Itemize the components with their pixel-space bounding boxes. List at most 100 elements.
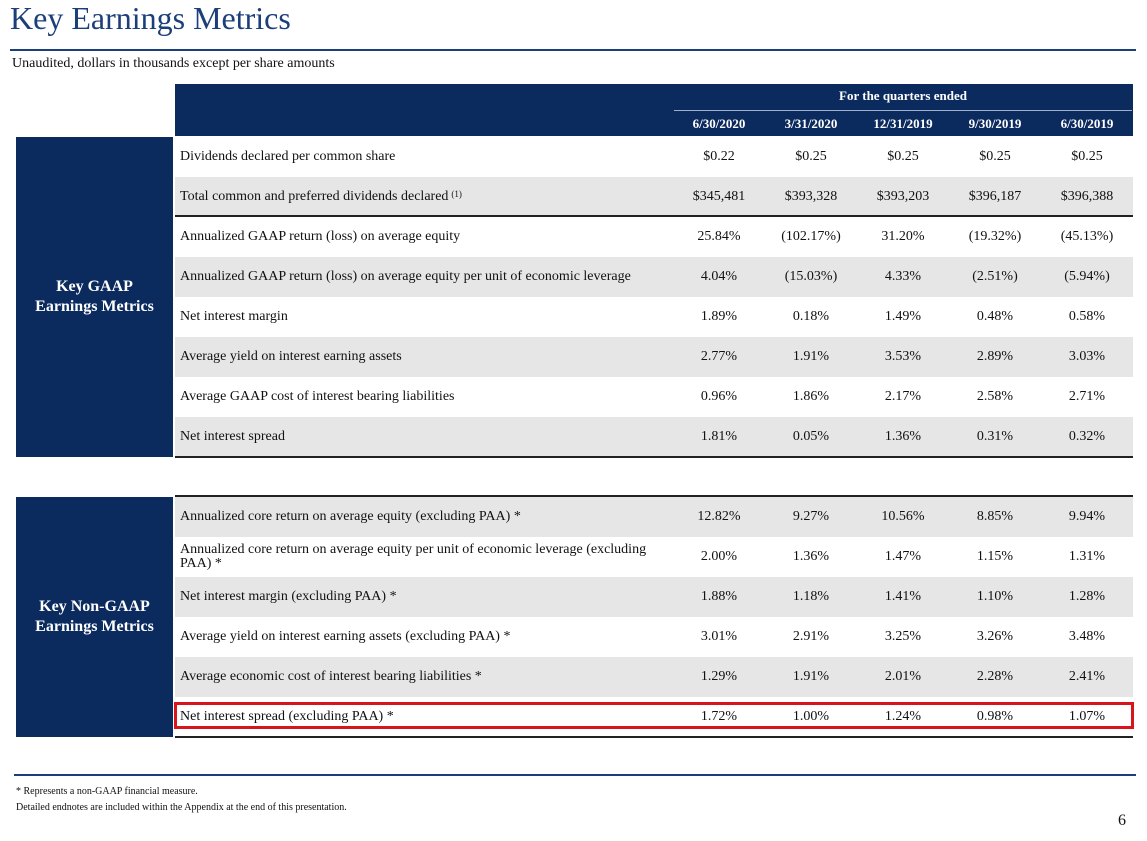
table-cell: 1.47% [884, 549, 922, 564]
table-cell: $0.25 [887, 149, 919, 164]
table-row: Net interest spread 1.81% 0.05% 1.36% 0.31% 0… [175, 417, 1133, 457]
row-label-text: Average economic cost of interest bearin… [180, 669, 482, 684]
table-cell: (2.51%) [972, 269, 1018, 284]
column-header: 3/31/2020 [784, 116, 838, 131]
row-label-text: Total common and preferred dividends dec… [180, 189, 449, 204]
table-cell: 1.28% [1068, 589, 1106, 604]
table-cell: $393,203 [876, 189, 930, 204]
table-cell: 4.33% [884, 269, 922, 284]
row-label: Net interest margin (excluding PAA) * [180, 577, 670, 617]
section-label-non-gaap: Key Non-GAAP Earnings Metrics [16, 497, 173, 737]
table-cell: 1.81% [700, 429, 738, 444]
table-cell: 3.01% [700, 629, 738, 644]
column-header: 6/30/2019 [1060, 116, 1114, 131]
table-row: Average economic cost of interest bearin… [175, 657, 1133, 697]
highlight-box [174, 702, 1134, 729]
table-cell: 1.07% [1068, 709, 1106, 724]
table-cell: 1.00% [792, 709, 830, 724]
table-cell: 0.98% [976, 709, 1014, 724]
row-label: Total common and preferred dividends dec… [180, 177, 670, 217]
table-cell: 2.89% [976, 349, 1014, 364]
period-header-rule [674, 110, 1132, 111]
table-cell: 1.49% [884, 309, 922, 324]
table-cell: (102.17%) [781, 229, 841, 244]
table-cell: 9.94% [1068, 509, 1106, 524]
section-label-line: Earnings Metrics [35, 618, 154, 635]
row-label-text: Average yield on interest earning assets… [180, 629, 511, 644]
table-cell: $345,481 [692, 189, 746, 204]
table-cell: 2.71% [1068, 389, 1106, 404]
table-cell: 12.82% [697, 509, 741, 524]
column-header: 6/30/2020 [692, 116, 746, 131]
footnote: Detailed endnotes are included within th… [16, 802, 347, 813]
table-divider [175, 456, 1133, 458]
table-cell: 8.85% [976, 509, 1014, 524]
table-cell: 9.27% [792, 509, 830, 524]
table-cell: 1.86% [792, 389, 830, 404]
row-label-text: Net interest spread (excluding PAA) * [180, 709, 394, 724]
table-cell: 0.05% [792, 429, 830, 444]
section-label-line: Earnings Metrics [35, 298, 154, 315]
table-cell: (45.13%) [1060, 229, 1114, 244]
table-cell: 3.25% [884, 629, 922, 644]
table-cell: $0.22 [703, 149, 735, 164]
row-label-text: Average GAAP cost of interest bearing li… [180, 389, 455, 404]
column-header: 12/31/2019 [873, 116, 933, 131]
row-label: Annualized core return on average equity… [180, 537, 670, 577]
row-label-text: Annualized core return on average equity… [180, 542, 647, 571]
row-label: Annualized GAAP return (loss) on average… [180, 217, 670, 257]
table-cell: 1.29% [700, 669, 738, 684]
table-cell: 1.15% [976, 549, 1014, 564]
table-row: Annualized core return on average equity… [175, 497, 1133, 537]
table-cell: 2.58% [976, 389, 1014, 404]
table-cell: 2.17% [884, 389, 922, 404]
table-row: Average yield on interest earning assets… [175, 617, 1133, 657]
table-cell: (5.94%) [1064, 269, 1110, 284]
table-cell: 1.91% [792, 349, 830, 364]
row-label-text: Annualized core return on average equity… [180, 509, 521, 524]
table-cell: 1.36% [792, 549, 830, 564]
table-cell: 3.26% [976, 629, 1014, 644]
footnote: * Represents a non-GAAP financial measur… [16, 786, 198, 797]
table-row: Annualized GAAP return (loss) on average… [175, 257, 1133, 297]
page-subtitle: Unaudited, dollars in thousands except p… [12, 56, 335, 71]
table-cell: 10.56% [881, 509, 925, 524]
table-cell: 2.28% [976, 669, 1014, 684]
table-cell: 2.91% [792, 629, 830, 644]
table-cell: $0.25 [1071, 149, 1103, 164]
page-title: Key Earnings Metrics [10, 0, 291, 36]
table-row: Annualized GAAP return (loss) on average… [175, 217, 1133, 257]
table-row: Average yield on interest earning assets… [175, 337, 1133, 377]
table-cell: 0.31% [976, 429, 1014, 444]
table-cell: 1.89% [700, 309, 738, 324]
row-label-text: Annualized GAAP return (loss) on average… [180, 269, 631, 284]
table-row: Annualized core return on average equity… [175, 537, 1133, 577]
table-cell: 2.77% [700, 349, 738, 364]
table-cell: $396,187 [968, 189, 1022, 204]
table-cell: 1.41% [884, 589, 922, 604]
table-cell: 1.18% [792, 589, 830, 604]
table-row: Total common and preferred dividends dec… [175, 177, 1133, 217]
row-label: Dividends declared per common share [180, 137, 670, 177]
period-header: For the quarters ended [839, 88, 967, 103]
endnote-marker: (1) [451, 189, 462, 199]
column-header: 9/30/2019 [968, 116, 1022, 131]
row-label-text: Net interest spread [180, 429, 285, 444]
table-cell: $0.25 [979, 149, 1011, 164]
table-cell: 1.72% [700, 709, 738, 724]
row-label: Annualized core return on average equity… [180, 497, 670, 537]
row-label: Net interest spread (excluding PAA) * [180, 697, 670, 737]
row-label: Net interest spread [180, 417, 670, 457]
table-cell: 0.18% [792, 309, 830, 324]
table-divider [175, 736, 1133, 738]
section-label-gaap: Key GAAP Earnings Metrics [16, 137, 173, 457]
table-cell: 3.03% [1068, 349, 1106, 364]
row-label-text: Net interest margin [180, 309, 288, 324]
table-cell: 1.31% [1068, 549, 1106, 564]
table-row: Dividends declared per common share $0.22… [175, 137, 1133, 177]
table-divider [175, 495, 1133, 497]
table-cell: 1.88% [700, 589, 738, 604]
table-cell: 3.53% [884, 349, 922, 364]
table-cell: 1.36% [884, 429, 922, 444]
row-label: Average GAAP cost of interest bearing li… [180, 377, 670, 417]
